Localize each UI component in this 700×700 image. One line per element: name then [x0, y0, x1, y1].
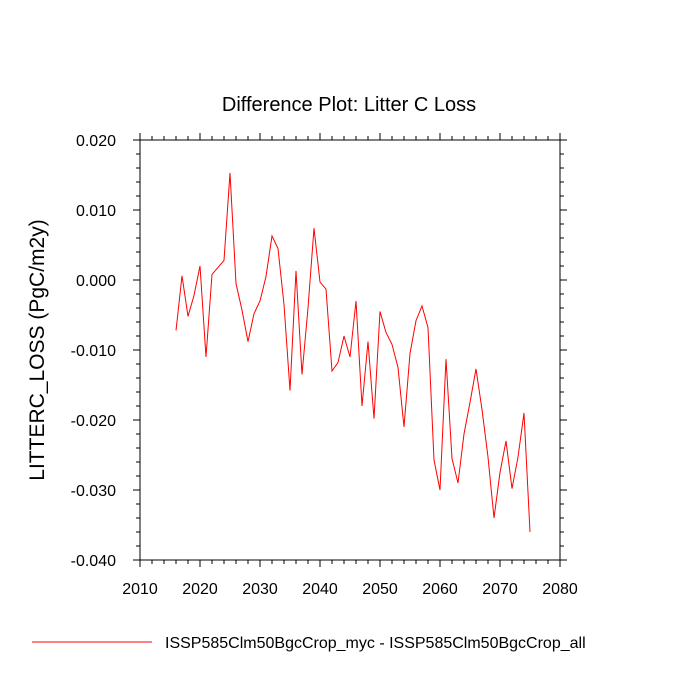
y-axis-label-group: LITTERC_LOSS (PgC/m2y)	[26, 219, 49, 480]
x-tick-label: 2070	[482, 581, 518, 598]
y-tick-label: 0.000	[76, 273, 116, 290]
x-tick-label: 2060	[422, 581, 458, 598]
y-tick-label: 0.010	[76, 203, 116, 220]
y-tick-label: -0.030	[71, 483, 116, 500]
axis-ticks	[133, 133, 567, 567]
y-tick-label: 0.020	[76, 133, 116, 150]
series-layer	[175, 172, 531, 533]
tick-labels: 2010 2020 2030 2040 2050 2060 2070 2080 -0.040 -0…	[71, 133, 578, 598]
y-tick-label: -0.010	[71, 343, 116, 360]
x-tick-label: 2030	[242, 581, 278, 598]
y-tick-label: -0.020	[71, 413, 116, 430]
y-axis-label: LITTERC_LOSS (PgC/m2y)	[26, 219, 49, 480]
x-tick-label: 2050	[362, 581, 398, 598]
series-line	[175, 172, 531, 533]
x-tick-label: 2020	[182, 581, 218, 598]
x-tick-label: 2080	[542, 581, 578, 598]
y-tick-label: -0.040	[71, 553, 116, 570]
legend: ISSP585Clm50BgcCrop_myc - ISSP585Clm50Bg…	[32, 635, 586, 652]
chart-title: Difference Plot: Litter C Loss	[222, 94, 476, 116]
x-tick-label: 2040	[302, 581, 338, 598]
legend-label: ISSP585Clm50BgcCrop_myc - ISSP585Clm50Bg…	[165, 635, 586, 652]
x-tick-label: 2010	[122, 581, 158, 598]
